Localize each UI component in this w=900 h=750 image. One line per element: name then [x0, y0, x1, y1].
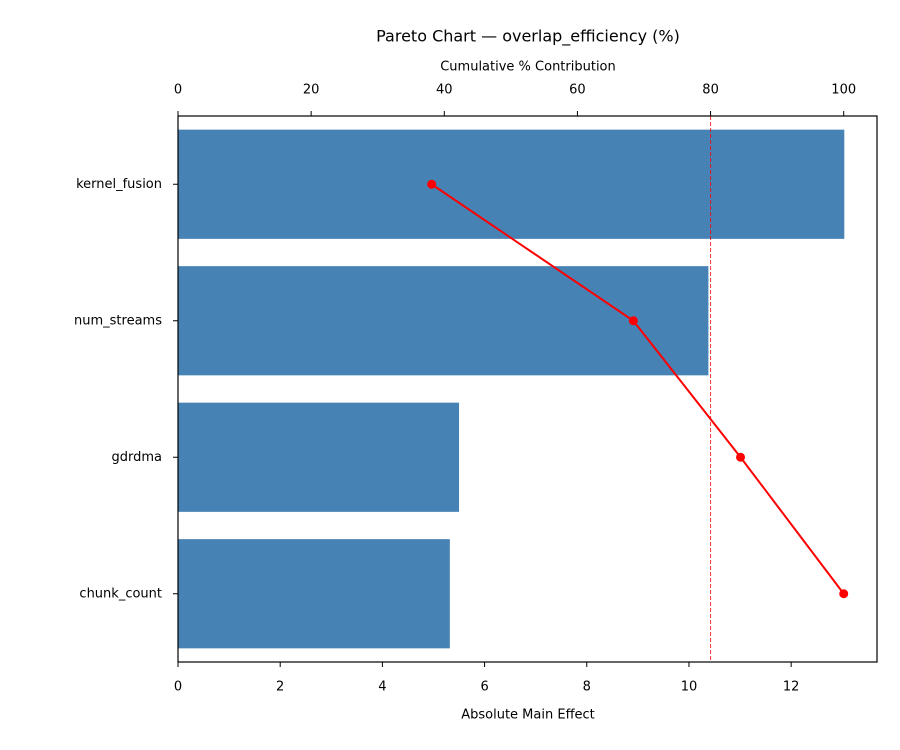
- x-tick-label: 6: [480, 680, 488, 695]
- x-tick-label: 4: [378, 680, 386, 695]
- bar: [178, 266, 709, 376]
- x-tick-label: 10: [681, 680, 698, 695]
- plot-frame: [177, 115, 878, 663]
- x2-tick-label: 40: [436, 83, 453, 98]
- x2-tick-label: 60: [569, 83, 586, 98]
- x2-tick-label: 0: [174, 83, 182, 98]
- bar: [178, 539, 450, 649]
- x-axis-label: Absolute Main Effect: [461, 708, 595, 723]
- y-tick-label: gdrdma: [111, 450, 162, 465]
- x-tick-label: 12: [783, 680, 800, 695]
- y-tick-label: kernel_fusion: [76, 177, 162, 192]
- x-tick-label: 2: [276, 680, 284, 695]
- cumulative-point: [628, 316, 638, 326]
- x2-axis-label: Cumulative % Contribution: [440, 60, 616, 75]
- x2-tick-label: 20: [303, 83, 320, 98]
- bar: [178, 402, 460, 512]
- x-tick-label: 8: [583, 680, 591, 695]
- x-tick-label: 0: [174, 680, 182, 695]
- x2-tick-label: 80: [702, 83, 719, 98]
- cumulative-point: [427, 179, 437, 189]
- bar: [178, 129, 845, 239]
- cumulative-point: [736, 452, 746, 462]
- y-tick-label: chunk_count: [79, 586, 162, 601]
- y-tick-label: num_streams: [74, 313, 162, 328]
- chart-title: Pareto Chart — overlap_efficiency (%): [376, 27, 680, 47]
- cumulative-line: [431, 183, 845, 595]
- cumulative-point: [839, 589, 849, 599]
- x2-tick-label: 100: [831, 83, 856, 98]
